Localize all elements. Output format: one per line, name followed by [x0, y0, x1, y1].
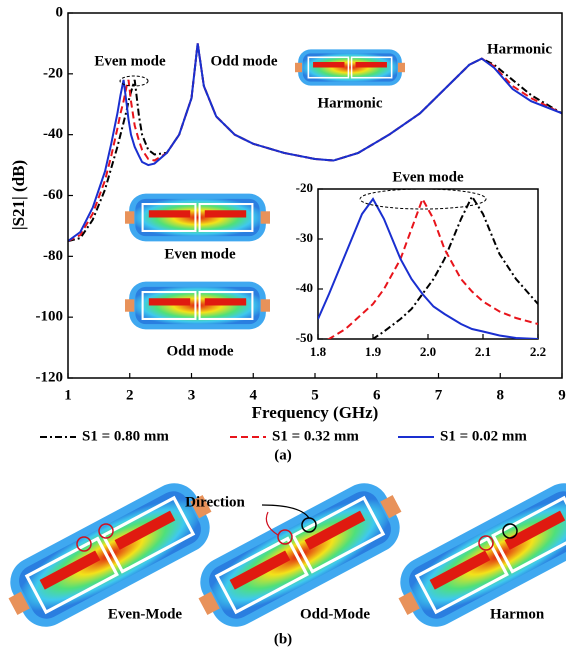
plot-frame — [67, 12, 563, 379]
inset-ellipse — [359, 188, 487, 210]
annotation: Odd mode — [210, 53, 277, 69]
y-tick-label: 0 — [56, 4, 64, 20]
even-field-image — [125, 192, 270, 243]
main-chart: 1 2 3 4 5 6 7 8 9 0 -20 -40 -60 -80 -100 -120 — [36, 4, 566, 403]
x-tick-label: 4 — [250, 387, 258, 403]
x-tick-label: 1 — [64, 387, 72, 403]
x-tick-label: 8 — [497, 387, 505, 403]
mode-label: Odd-Mode — [300, 606, 370, 622]
x-tick-label: 1.8 — [310, 344, 327, 359]
x-axis-label: Frequency (GHz) — [252, 403, 379, 422]
y-tick-label: -100 — [36, 309, 64, 325]
legend-label: S1 = 0.80 mm — [82, 428, 169, 444]
annotation: Harmonic — [318, 95, 383, 111]
panel-b-images — [0, 469, 566, 641]
annotation: Odd mode — [166, 343, 233, 359]
y-tick-label: -30 — [296, 230, 313, 245]
annotation: Even mode — [94, 53, 166, 69]
series-line — [326, 196, 538, 339]
mode-label: Even-Mode — [108, 606, 183, 622]
panel-label: (b) — [274, 631, 292, 647]
y-tick-label: -80 — [43, 248, 63, 264]
y-tick-label: -50 — [296, 330, 313, 345]
y-axis-label: |S21| (dB) — [9, 160, 28, 230]
y-tick-label: -40 — [43, 126, 63, 142]
y-tick-label: -60 — [43, 187, 63, 203]
even-mode-ellipse — [119, 75, 149, 87]
series-line — [371, 194, 538, 339]
x-tick-label: 3 — [188, 387, 196, 403]
direction-label: Direction — [185, 494, 245, 510]
x-tick-label: 5 — [311, 387, 319, 403]
inset-background — [317, 188, 539, 340]
mode-label: Harmon — [490, 606, 545, 622]
series-line — [318, 197, 538, 339]
x-tick-label: 7 — [435, 387, 443, 403]
inset-title: Even mode — [392, 169, 464, 185]
x-tick-label: 1.9 — [365, 344, 382, 359]
x-tick-label: 2.2 — [530, 344, 546, 359]
series-line — [68, 43, 562, 242]
x-tick-label: 2 — [126, 387, 134, 403]
harmonic-field-image — [295, 48, 405, 87]
x-tick-label: 9 — [558, 387, 566, 403]
y-tick-label: -20 — [43, 65, 63, 81]
x-tick-label: 2.0 — [420, 344, 436, 359]
legend-label: S1 = 0.02 mm — [440, 428, 527, 444]
y-tick-label: -120 — [36, 369, 64, 385]
y-tick-label: -20 — [296, 180, 313, 195]
annotation: Even mode — [164, 246, 236, 262]
panel-label: (a) — [274, 447, 292, 463]
x-tick-label: 6 — [373, 387, 381, 403]
x-tick-label: 2.1 — [475, 344, 491, 359]
annotation: Harmonic — [487, 41, 552, 57]
inset-chart: 1.8 1.9 2.0 2.1 2.2 -20 -30 -40 -50 — [296, 180, 546, 359]
legend-label: S1 = 0.32 mm — [272, 428, 359, 444]
odd-field-image — [125, 280, 270, 331]
y-tick-label: -40 — [296, 280, 313, 295]
legend: S1 = 0.80 mm S1 = 0.32 mm S1 = 0.02 mm — [40, 428, 527, 444]
